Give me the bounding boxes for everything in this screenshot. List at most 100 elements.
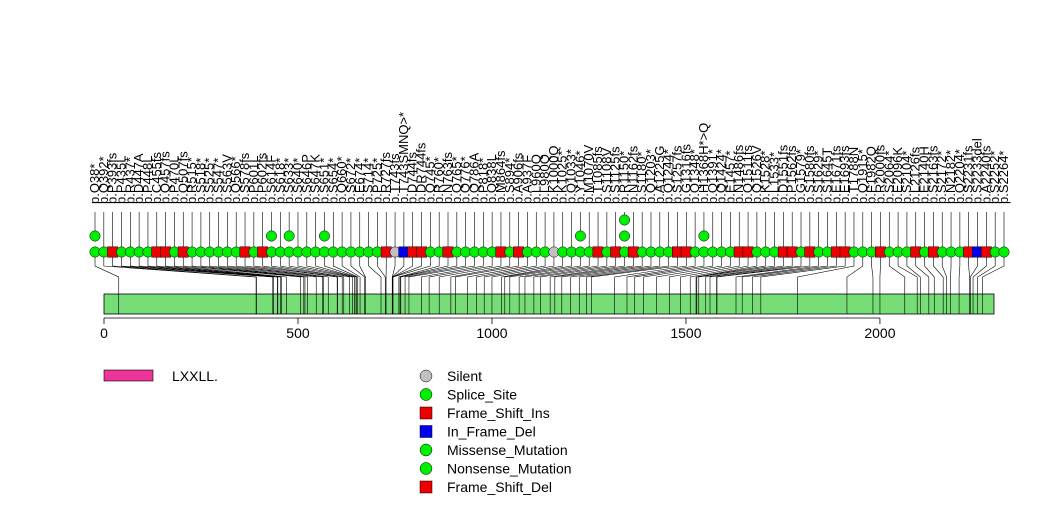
connector-line xyxy=(950,252,952,294)
mutation-label: p.Q1391* xyxy=(705,149,720,204)
connector-line xyxy=(540,252,616,294)
connector-line xyxy=(709,252,793,294)
connector-line xyxy=(200,252,306,294)
connector-line xyxy=(741,252,828,294)
connector-line xyxy=(760,252,846,294)
connector-line xyxy=(404,252,466,294)
mutation-label: p.S2264* xyxy=(996,151,1011,205)
connector-line xyxy=(668,252,731,294)
connector-line xyxy=(570,252,652,294)
connector-line xyxy=(518,252,590,294)
mutation-label: p.D1551fs xyxy=(775,144,790,204)
connector-line xyxy=(165,252,282,294)
mutation-label: p.S714* xyxy=(361,158,376,204)
legend-type-label: Frame_Shift_Del xyxy=(447,479,552,495)
legend-type-label: Silent xyxy=(447,368,482,384)
mutation-label: p.Q1526V xyxy=(749,145,764,204)
mutation-label: p.S2064* xyxy=(881,151,896,205)
mutation-label: p.Y1046* xyxy=(572,151,587,205)
mutation-label: p.Q765* xyxy=(449,156,464,204)
mutation-label: p.Q1203* xyxy=(643,149,658,204)
connector-line xyxy=(315,252,356,294)
connector-line xyxy=(626,252,696,294)
mutation-label: p.S2163fs xyxy=(925,145,940,204)
legend-type-label: Splice_Site xyxy=(447,387,517,403)
connector-line xyxy=(476,252,537,294)
mutation-label: p.F1982Q xyxy=(864,146,879,204)
lollipop-head xyxy=(89,230,101,242)
connector-line xyxy=(578,252,661,294)
connector-line xyxy=(121,252,274,294)
mutation-label: p.E1693fs xyxy=(837,145,852,204)
connector-line xyxy=(450,252,511,294)
connector-line xyxy=(689,252,749,294)
connector-line xyxy=(906,252,921,294)
mutation-label: p.Q1033* xyxy=(564,149,579,204)
connector-line xyxy=(467,252,528,294)
connector-line xyxy=(698,252,775,294)
legend-type-swatch xyxy=(419,443,433,457)
lollipop-heads xyxy=(89,214,1010,258)
protein-domain-bar xyxy=(103,293,995,315)
mutation-label: p.S646P xyxy=(299,154,314,204)
mutation-label: p.S2104* xyxy=(899,151,914,205)
legend-type-swatch xyxy=(419,480,433,494)
connector-line xyxy=(455,252,519,294)
mutation-label: p.A1225G xyxy=(652,145,667,204)
mutation-label: p.D447A xyxy=(131,153,146,204)
connector-line xyxy=(751,252,837,294)
legend-type-label: Missense_Mutation xyxy=(447,442,568,458)
connector-line xyxy=(888,252,906,294)
connector-line xyxy=(262,252,338,294)
mutation-label: p.Q507fs xyxy=(175,151,190,204)
connector-line xyxy=(716,252,811,294)
mutation-label: p.E2096K xyxy=(890,147,905,204)
connector-line xyxy=(182,252,302,294)
mutation-label: p.Q776* xyxy=(458,156,473,204)
connector-line xyxy=(501,252,564,294)
legend-domain-label: LXXLL. xyxy=(172,368,218,384)
mutation-label: p.P470L xyxy=(166,156,181,204)
connector-line xyxy=(504,252,572,294)
mutation-label: p.E1457* xyxy=(722,151,737,205)
mutation-label: p.R760* xyxy=(431,157,446,204)
lollipop-head xyxy=(574,230,586,242)
mutation-label: p.S618* xyxy=(272,158,287,204)
connector-line xyxy=(643,252,714,294)
mutation-label: p.E674* xyxy=(352,158,367,204)
mutation-label: p.S2172* xyxy=(934,151,949,205)
connector-line xyxy=(94,252,120,294)
connector-line xyxy=(982,252,1005,294)
connector-line xyxy=(280,252,345,294)
lollipop-head xyxy=(266,230,277,242)
connector-line xyxy=(533,252,608,294)
mutation-label: p.Q786A xyxy=(466,152,481,204)
connector-line xyxy=(156,252,281,294)
mutation-label: p.R2000fs xyxy=(872,144,887,204)
mutation-label: p.Q2204* xyxy=(952,149,967,204)
mutation-label: p.N2182* xyxy=(943,150,958,204)
legend-type-label: Frame_Shift_Ins xyxy=(447,405,550,421)
connector-line xyxy=(227,252,323,294)
lollipop-head xyxy=(283,230,295,242)
connector-line xyxy=(112,252,257,294)
connector-line xyxy=(324,252,357,294)
mutation-label: p.S563V xyxy=(219,154,234,204)
mutation-label: p.Q566* xyxy=(228,156,243,204)
mutation-label: p.G1316fs xyxy=(678,144,693,204)
connector-line xyxy=(524,252,599,294)
mutation-label: p.S647K xyxy=(308,154,323,204)
connector-line xyxy=(554,252,634,294)
mutation-label: p.P448L xyxy=(140,156,155,204)
mutation-label: p.S1108V xyxy=(599,148,614,204)
mutation-label: p.D744fs xyxy=(405,151,420,204)
connector-line xyxy=(288,252,350,294)
connector-line xyxy=(897,252,918,294)
connector-line xyxy=(306,252,355,294)
mutation-label: p.Q838L xyxy=(484,154,499,204)
connector-line xyxy=(428,252,493,294)
mutation-label: p.N1486fs xyxy=(731,144,746,204)
mutation-label: p.A906fs xyxy=(511,152,526,204)
legend-type-swatch xyxy=(419,406,433,420)
mutation-label: p.Q1244* xyxy=(661,149,676,204)
